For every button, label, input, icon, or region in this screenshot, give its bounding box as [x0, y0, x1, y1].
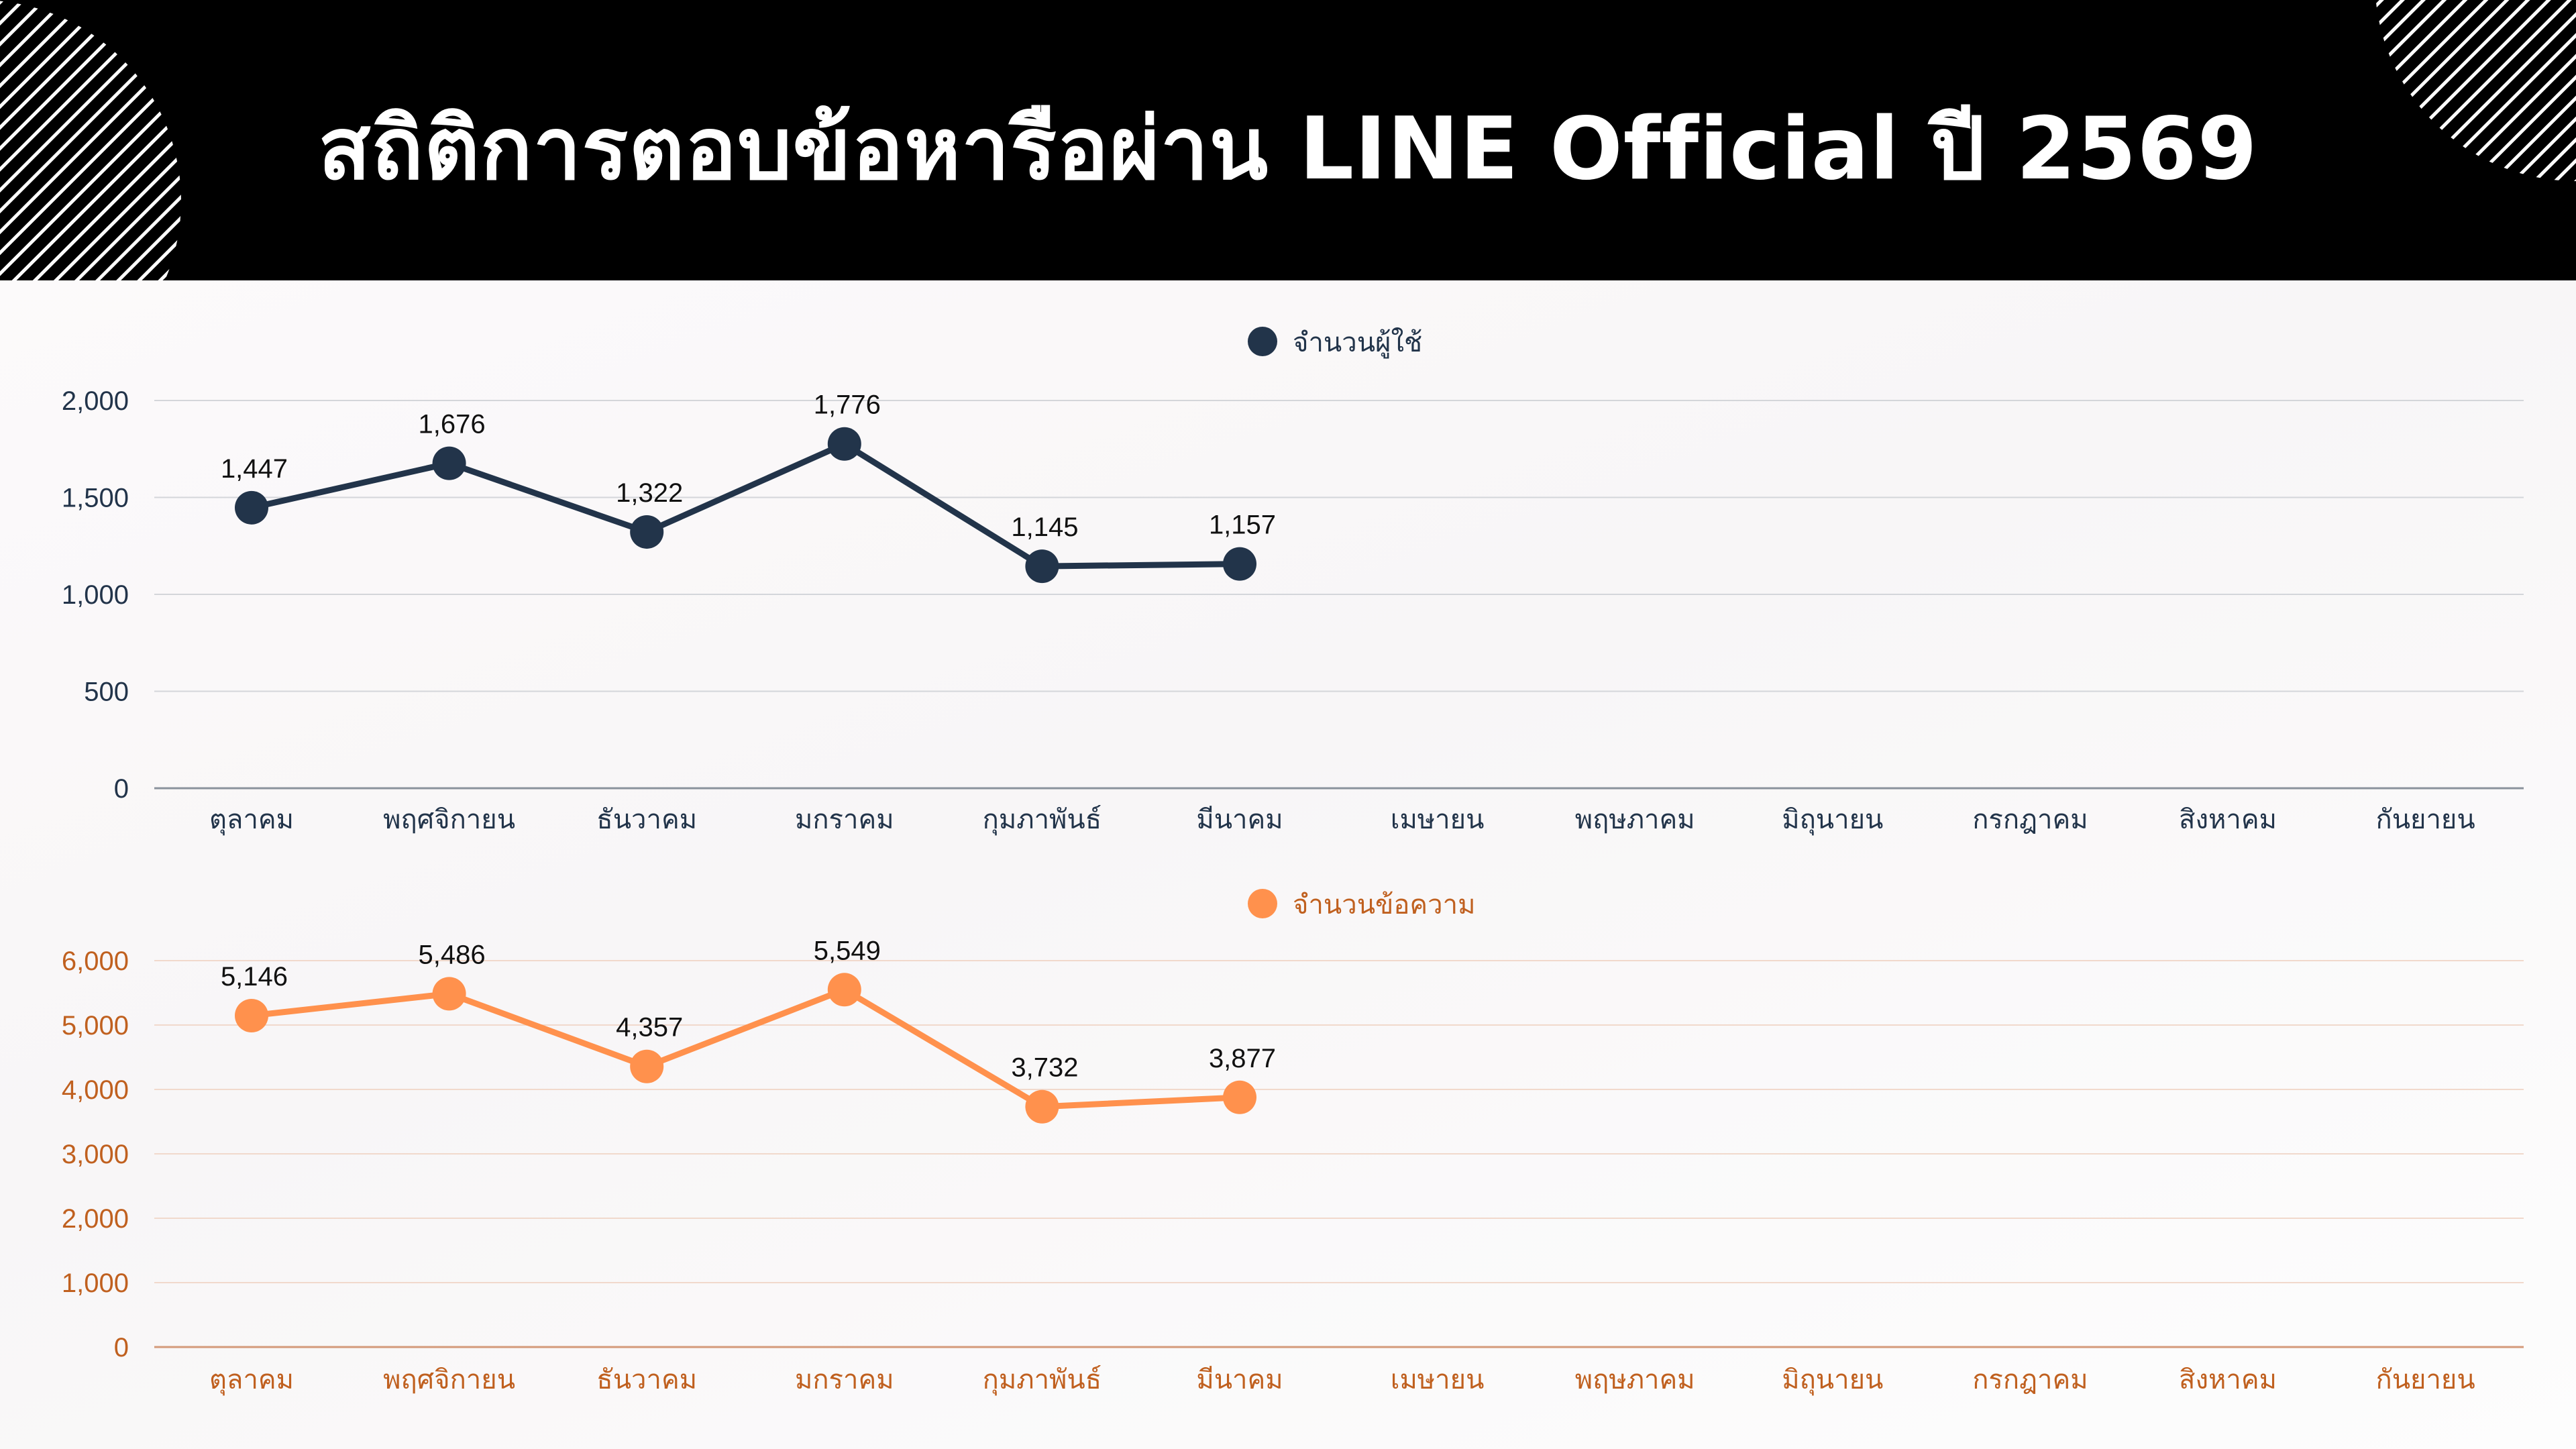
x-tick-label: กรกฎาคม [1972, 805, 2088, 835]
y-tick-label: 1,000 [62, 580, 129, 610]
x-tick-label: กันยายน [2375, 1365, 2475, 1395]
x-tick-label: พฤศจิกายน [383, 1365, 515, 1395]
y-tick-label: 0 [114, 1333, 129, 1362]
x-tick-label: เมษายน [1391, 1365, 1485, 1395]
data-label: 3,732 [1011, 1053, 1078, 1083]
data-label: 1,145 [1011, 513, 1078, 542]
y-tick-label: 1,500 [62, 484, 129, 513]
x-tick-label: ธันวาคม [596, 805, 697, 835]
y-tick-label: 0 [114, 774, 129, 804]
x-tick-label: กุมภาพันธ์ [983, 1364, 1102, 1396]
x-tick-label: สิงหาคม [2179, 805, 2277, 835]
data-label: 1,157 [1209, 511, 1276, 540]
header-banner: สถิติการตอบข้อหารือผ่าน LINE Official ปี… [0, 0, 2576, 280]
y-tick-label: 4,000 [62, 1075, 129, 1105]
x-tick-label: กุมภาพันธ์ [983, 804, 1102, 836]
y-tick-label: 3,000 [62, 1140, 129, 1169]
legend-marker [1248, 327, 1277, 356]
data-label: 5,549 [814, 936, 881, 965]
data-point [630, 1049, 664, 1083]
x-tick-label: เมษายน [1391, 805, 1485, 835]
data-label: 5,486 [419, 940, 486, 969]
data-point [432, 977, 466, 1011]
data-point [235, 490, 268, 525]
y-tick-label: 2,000 [62, 386, 129, 416]
x-tick-label: พฤษภาคม [1575, 805, 1695, 835]
x-tick-label: กันยายน [2375, 805, 2475, 835]
x-tick-label: ตุลาคม [209, 1365, 294, 1396]
x-tick-label: มกราคม [795, 1365, 894, 1395]
data-label: 3,877 [1209, 1044, 1276, 1073]
legend-label: จำนวนข้อความ [1293, 890, 1475, 920]
data-point [1223, 547, 1256, 581]
data-point [235, 998, 268, 1032]
x-tick-label: มีนาคม [1196, 1365, 1283, 1395]
y-tick-label: 6,000 [62, 947, 129, 976]
data-label: 1,676 [419, 410, 486, 439]
x-tick-label: มิถุนายน [1782, 1365, 1883, 1396]
data-label: 1,776 [814, 390, 881, 420]
page-title: สถิติการตอบข้อหารือผ่าน LINE Official ปี… [318, 99, 2258, 199]
x-tick-label: พฤษภาคม [1575, 1365, 1695, 1395]
data-label: 1,447 [221, 454, 288, 484]
y-tick-label: 1,000 [62, 1269, 129, 1298]
x-tick-label: สิงหาคม [2179, 1365, 2277, 1395]
legend-label: จำนวนผู้ใช้ [1293, 327, 1422, 358]
x-tick-label: มีนาคม [1196, 805, 1283, 835]
x-tick-label: มิถุนายน [1782, 805, 1883, 836]
series-line [251, 986, 1240, 1110]
data-point [1025, 549, 1059, 584]
data-point [827, 973, 861, 1007]
x-tick-label: ตุลาคม [209, 805, 294, 836]
data-point [630, 515, 664, 549]
data-label: 5,146 [221, 962, 288, 991]
x-tick-label: ธันวาคม [596, 1365, 697, 1395]
data-point [827, 427, 861, 461]
data-point [1025, 1089, 1059, 1124]
decorative-stripes [0, 0, 2576, 280]
y-tick-label: 500 [84, 678, 129, 707]
data-point [1223, 1080, 1256, 1114]
x-tick-label: พฤศจิกายน [383, 805, 515, 835]
series-line [251, 441, 1240, 570]
y-tick-label: 2,000 [62, 1204, 129, 1234]
legend-marker [1248, 889, 1277, 918]
data-point [432, 446, 466, 480]
x-tick-label: มกราคม [795, 805, 894, 835]
data-label: 4,357 [616, 1013, 683, 1042]
data-label: 1,322 [616, 478, 683, 508]
x-tick-label: กรกฎาคม [1972, 1365, 2088, 1395]
y-tick-label: 5,000 [62, 1011, 129, 1040]
